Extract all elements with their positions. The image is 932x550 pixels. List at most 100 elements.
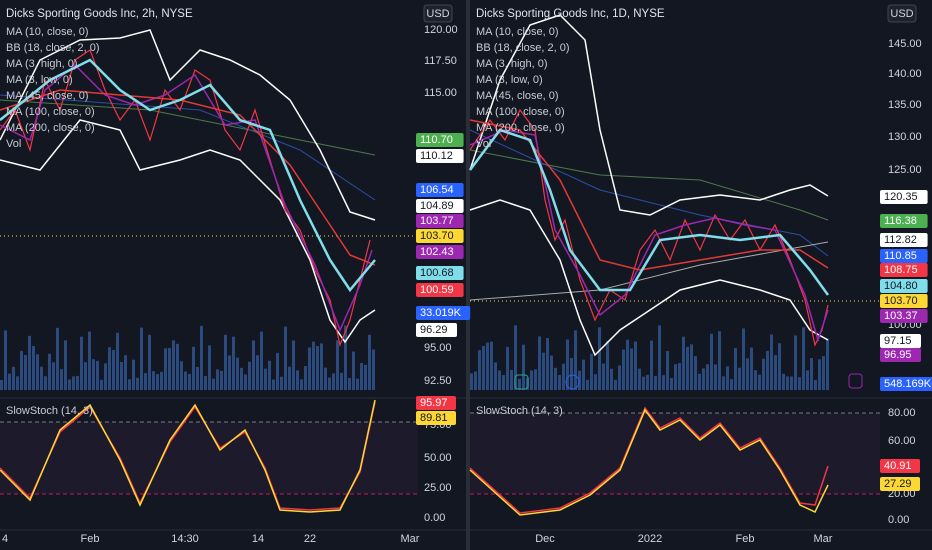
volume-bar — [148, 334, 151, 390]
ma100 — [0, 94, 376, 201]
earnings-marker[interactable] — [514, 374, 529, 390]
earnings-marker[interactable] — [848, 373, 863, 389]
chart-title: Dicks Sporting Goods Inc, 1D, NYSE — [476, 8, 665, 20]
indicator-label: MA (200, close, 0) — [476, 122, 565, 134]
volume-bar — [706, 364, 709, 390]
volume-bar — [582, 359, 585, 390]
price-axis-label: 95.00 — [424, 342, 452, 354]
volume-bar — [818, 359, 821, 390]
price-tag — [416, 245, 464, 259]
price-axis-label: 125.00 — [888, 164, 922, 176]
price-axis-label: 135.00 — [888, 99, 922, 111]
volume-bar — [188, 373, 191, 390]
stoch-tag — [416, 396, 456, 410]
stoch-title: SlowStoch (14, 3) — [6, 405, 93, 417]
time-axis-label: Feb — [736, 533, 755, 545]
volume-bar — [248, 361, 251, 390]
indicator-label: MA (3, high, 0) — [476, 58, 548, 70]
volume-bar — [494, 362, 497, 390]
volume-bar — [308, 347, 311, 390]
price-tag — [416, 183, 464, 197]
price-tag-label: 103.70 — [884, 295, 918, 307]
indicator-label: MA (3, low, 0) — [6, 74, 73, 86]
price-tag-label: 108.75 — [884, 264, 918, 276]
volume-bar — [726, 366, 729, 390]
price-axis-label: 92.50 — [424, 375, 452, 387]
indicator-label: MA (3, high, 0) — [6, 58, 78, 70]
volume-bar — [622, 349, 625, 390]
volume-bar — [144, 373, 147, 390]
volume-bar — [614, 379, 617, 390]
price-tag-label: 103.37 — [884, 310, 918, 322]
volume-bar — [52, 362, 55, 390]
volume-bar — [284, 326, 287, 390]
volume-bar — [28, 335, 31, 390]
volume-bar — [474, 371, 477, 390]
volume-bar — [470, 373, 473, 390]
dividend-marker[interactable] — [565, 374, 580, 390]
volume-bar — [108, 347, 111, 390]
ma100 — [469, 129, 829, 257]
volume-bar — [24, 355, 27, 390]
volume-bar — [368, 334, 371, 390]
volume-bar — [486, 342, 489, 390]
volume-bar — [192, 346, 195, 390]
volume-bar — [32, 346, 35, 390]
price-tag-label: 110.70 — [420, 134, 453, 146]
volume-bar — [586, 379, 589, 390]
volume-bar — [160, 371, 163, 390]
volume-bar — [312, 341, 315, 390]
time-axis-label: Dec — [535, 533, 555, 545]
volume-bar — [634, 341, 637, 390]
volume-bar — [810, 357, 813, 390]
volume-bar — [84, 362, 87, 390]
volume-bar — [244, 374, 247, 390]
indicator-label: MA (10, close, 0) — [476, 26, 559, 38]
volume-bar — [300, 379, 303, 390]
volume-bar — [240, 367, 243, 390]
indicators — [0, 14, 830, 516]
volume-bar — [774, 355, 777, 390]
volume-bar — [44, 376, 47, 390]
indicator-label: MA (3, low, 0) — [476, 74, 543, 86]
volume-bar — [0, 380, 3, 390]
price-tag — [880, 233, 928, 247]
volume-bar — [690, 344, 693, 390]
volume — [0, 325, 829, 390]
volume-bar — [76, 375, 79, 390]
price-tag-label: 100.59 — [420, 284, 454, 296]
ma3 — [0, 63, 373, 332]
currency-button[interactable] — [423, 4, 453, 23]
volume-bar — [304, 366, 307, 390]
indicator-label: MA (10, close, 0) — [6, 26, 89, 38]
volume-bar — [336, 340, 339, 390]
volume-bar — [638, 368, 641, 390]
price-tag-label: 104.89 — [420, 200, 454, 212]
bb-upper — [469, 14, 829, 216]
volume-bar — [328, 377, 331, 390]
volume-bar — [88, 331, 91, 390]
stoch-axis-label: 25.00 — [424, 482, 452, 494]
indicator-label: Vol — [476, 138, 491, 150]
price-tag — [416, 283, 464, 297]
currency-label: USD — [890, 8, 913, 20]
currency-button[interactable] — [887, 4, 917, 23]
volume-bar — [128, 379, 131, 390]
volume-bar — [4, 330, 7, 390]
price-tag — [880, 334, 921, 348]
price-axis-label: 145.00 — [888, 38, 922, 50]
price-tag — [880, 309, 928, 323]
volume-bar — [224, 334, 227, 390]
price-tag — [416, 306, 471, 320]
price-tag — [880, 249, 928, 263]
volume-bar — [658, 325, 661, 390]
volume-bar — [710, 333, 713, 390]
price-tag — [416, 149, 464, 163]
stoch-axis-label: 60.00 — [888, 435, 916, 447]
stoch-axis-label: 50.00 — [424, 452, 452, 464]
ma200 — [469, 149, 829, 221]
volume-bar — [180, 361, 183, 390]
volume-bar — [562, 363, 565, 390]
volume-bar — [204, 375, 207, 390]
